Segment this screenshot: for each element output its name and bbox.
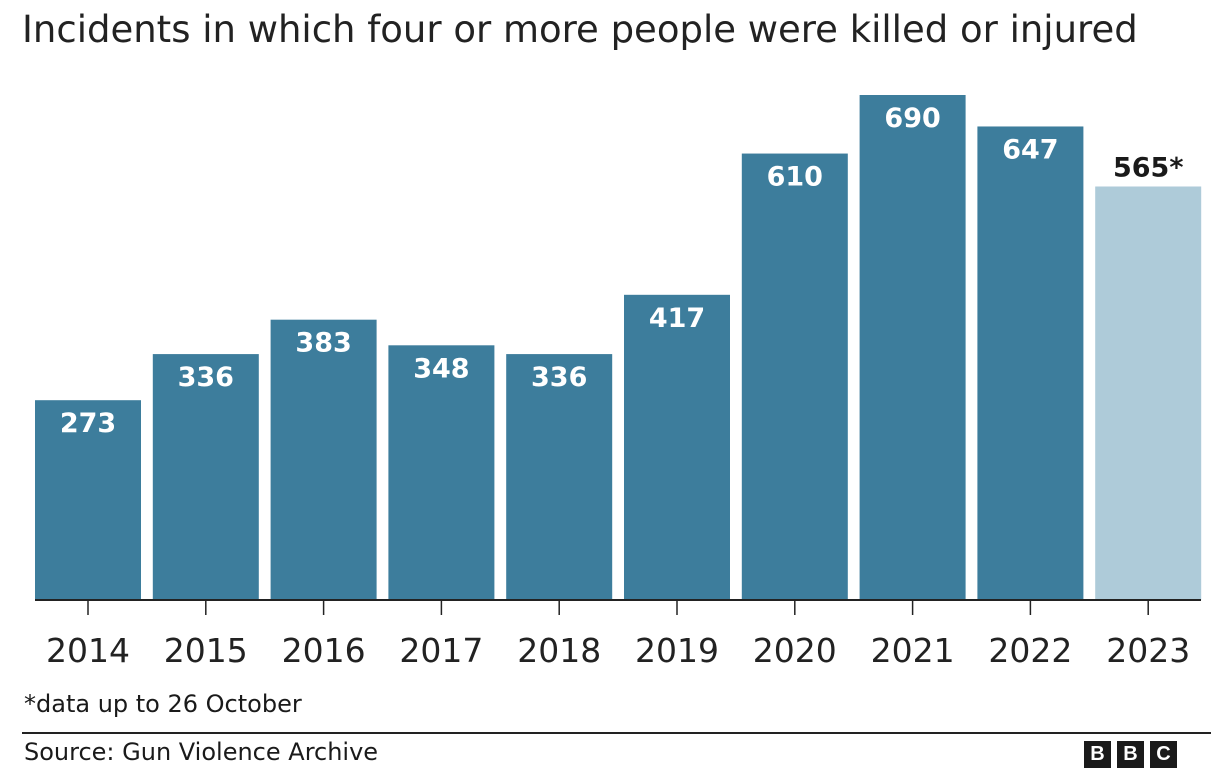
- source-text: Source: Gun Violence Archive: [24, 738, 379, 766]
- chart-title: Incidents in which four or more people w…: [22, 8, 1138, 51]
- bar-2015: [152, 354, 259, 600]
- x-tick-label: 2021: [871, 631, 955, 670]
- bar-value-label: 417: [649, 303, 705, 334]
- bar-chart: 273 2014 336 2015 383 2016 348 2017 336 2018 417 20…: [35, 95, 1202, 670]
- logo-letter-3: C: [1150, 741, 1177, 768]
- bar-2020: [741, 153, 848, 600]
- bar-2017: [388, 345, 495, 600]
- bar-2021: [859, 95, 966, 600]
- x-tick-label: 2020: [753, 631, 837, 670]
- bar-value-label: 336: [178, 362, 234, 393]
- x-tick-label: 2015: [164, 631, 248, 670]
- bar-value-label: 565*: [1113, 152, 1183, 183]
- bar-value-label: 690: [884, 103, 940, 134]
- x-tick-label: 2022: [988, 631, 1072, 670]
- logo-letter-1: B: [1084, 741, 1111, 768]
- bar-value-label: 383: [295, 328, 351, 359]
- bar-value-label: 647: [1002, 134, 1058, 165]
- footer-divider: [22, 732, 1211, 734]
- footnote: *data up to 26 October: [24, 690, 302, 718]
- bar-2022: [977, 126, 1084, 601]
- x-tick-label: 2017: [399, 631, 483, 670]
- bar-2016: [270, 319, 377, 600]
- bar-2019: [624, 294, 730, 600]
- x-tick-label: 2016: [282, 631, 366, 670]
- bar-value-label: 336: [531, 362, 587, 393]
- bar-2018: [506, 354, 613, 600]
- logo-letter-2: B: [1117, 741, 1144, 768]
- bar-value-label: 273: [60, 408, 116, 439]
- bar-value-label: 348: [413, 353, 469, 384]
- x-tick-label: 2019: [635, 631, 719, 670]
- bbc-logo: B B C: [1084, 741, 1177, 768]
- bar-2014: [35, 400, 141, 600]
- x-tick-label: 2014: [46, 631, 130, 670]
- bar-value-label: 610: [767, 162, 823, 193]
- x-tick-label: 2023: [1106, 631, 1190, 670]
- x-tick-label: 2018: [517, 631, 601, 670]
- bar-2023: [1095, 186, 1202, 600]
